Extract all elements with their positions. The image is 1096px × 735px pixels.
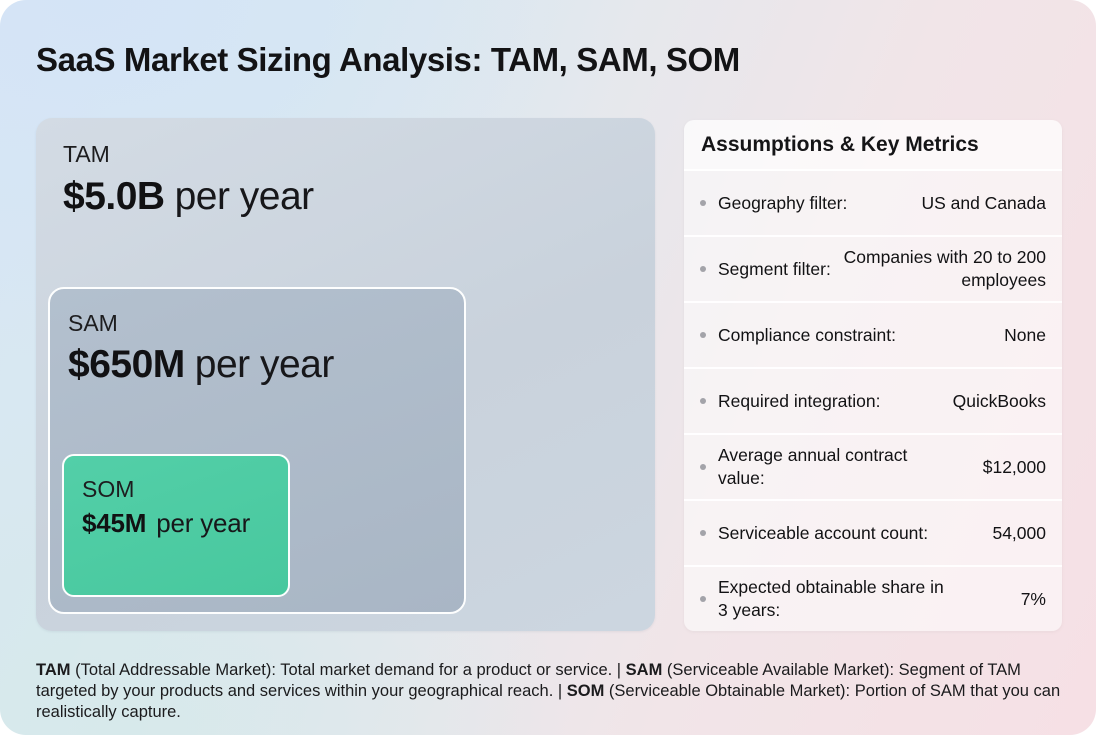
som-value: $45M [82, 508, 147, 538]
metric-label: Required integration: [718, 390, 881, 411]
bullet-dot-icon [700, 596, 706, 602]
metric-value: 7% [1020, 588, 1046, 609]
footnote-term-tam: TAM [36, 661, 71, 679]
metric-value: 54,000 [992, 522, 1046, 543]
metric-label: Serviceable account count: [718, 522, 929, 543]
metric-row-geography: Geography filter: US and Canada [684, 171, 1062, 237]
som-value-suffix: per year [156, 508, 251, 538]
tam-value: $5.0B [63, 175, 165, 218]
tam-value-suffix: per year [174, 175, 315, 218]
assumptions-panel: Assumptions & Key Metrics Geography filt… [684, 120, 1062, 631]
sam-value-line: $650M per year [68, 343, 464, 387]
definitions-footnote: TAM (Total Addressable Market): Total ma… [36, 660, 1064, 723]
assumptions-panel-title: Assumptions & Key Metrics [684, 120, 1062, 171]
footnote-text: (Serviceable Available Market): Segment … [36, 661, 1021, 700]
bullet-dot-icon [700, 464, 706, 470]
metric-row-integration: Required integration: QuickBooks [684, 369, 1062, 435]
metric-value: $12,000 [982, 456, 1046, 477]
bullet-dot-icon [700, 200, 706, 206]
metric-row-account-count: Serviceable account count: 54,000 [684, 501, 1062, 567]
tam-label: TAM [63, 141, 110, 167]
tam-box: TAM $5.0B per year SAM $650M per year SOM … [36, 118, 655, 631]
som-label: SOM [82, 476, 135, 502]
metric-value: Companies with 20 to 200 employees [843, 247, 1046, 290]
page-title: SaaS Market Sizing Analysis: TAM, SAM, S… [36, 41, 740, 78]
metric-row-segment: Segment filter: Companies with 20 to 200… [684, 237, 1062, 303]
bullet-dot-icon [700, 266, 706, 272]
metric-value: None [1004, 324, 1046, 345]
sam-box: SAM $650M per year SOM $45M per year [48, 287, 466, 614]
metric-label: Segment filter: [718, 258, 831, 279]
som-value-line: $45M per year [82, 508, 288, 539]
bullet-dot-icon [700, 530, 706, 536]
metric-value: QuickBooks [952, 390, 1046, 411]
footnote-text: (Total Addressable Market): Total market… [70, 661, 626, 679]
footnote-term-sam: SAM [625, 661, 663, 679]
tam-value-line: $5.0B per year [63, 175, 655, 219]
sam-value: $650M [68, 343, 185, 386]
sam-value-suffix: per year [194, 343, 335, 386]
sam-label: SAM [68, 310, 118, 336]
metric-label: Expected obtainable share in 3 years: [718, 577, 944, 620]
bullet-dot-icon [700, 398, 706, 404]
footnote-term-som: SOM [566, 682, 605, 700]
bullet-dot-icon [700, 332, 706, 338]
metric-value: US and Canada [921, 192, 1046, 213]
metric-label: Geography filter: [718, 192, 848, 213]
footnote-text: (Serviceable Obtainable Market): Portion… [36, 682, 1061, 721]
som-box: SOM $45M per year [62, 454, 290, 597]
metric-row-obtainable-share: Expected obtainable share in 3 years: 7% [684, 567, 1062, 631]
metric-label: Average annual contract value: [718, 445, 908, 488]
metric-row-compliance: Compliance constraint: None [684, 303, 1062, 369]
assumptions-panel-rows: Geography filter: US and Canada Segment … [684, 171, 1062, 631]
metric-label: Compliance constraint: [718, 324, 896, 345]
metric-row-contract-value: Average annual contract value: $12,000 [684, 435, 1062, 501]
